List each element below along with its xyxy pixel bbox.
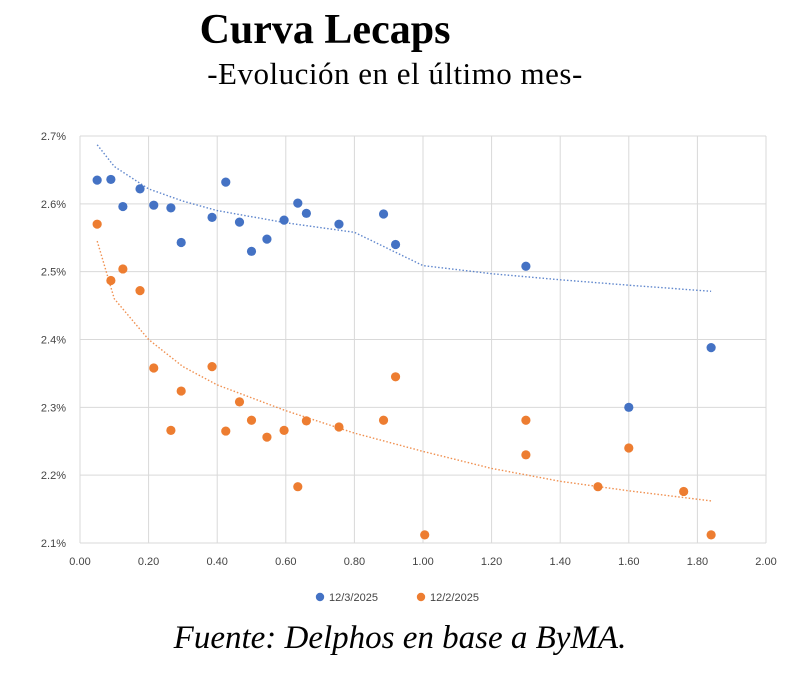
data-point-series-1 [334, 219, 344, 229]
data-point-series-1 [221, 177, 231, 187]
data-point-series-1 [521, 261, 531, 271]
trendline-series-1 [96, 144, 712, 292]
data-point-series-2 [92, 219, 102, 229]
data-point-series-1 [207, 212, 217, 222]
data-point-series-2 [706, 530, 716, 540]
data-point-series-2 [593, 482, 603, 492]
data-point-series-2 [118, 264, 128, 274]
data-point-series-1 [706, 343, 716, 353]
data-point-series-1 [246, 246, 257, 256]
y-tick-label: 2.4% [41, 335, 66, 347]
legend-label-series-1: 12/3/2025 [329, 592, 378, 604]
data-point-series-1 [135, 184, 145, 194]
data-point-series-1 [293, 198, 303, 208]
data-point-series-1 [624, 402, 634, 412]
legend-marker-series-2 [416, 592, 426, 602]
data-point-series-2 [207, 362, 217, 372]
data-point-series-2 [334, 422, 344, 432]
x-tick-label: 2.00 [755, 556, 776, 568]
data-point-series-1 [262, 234, 272, 244]
y-tick-label: 2.5% [41, 267, 66, 279]
y-tick-label: 2.7% [41, 131, 66, 143]
data-point-series-2 [420, 530, 430, 540]
x-tick-label: 0.80 [344, 556, 365, 568]
data-point-series-1 [234, 217, 245, 227]
data-point-series-1 [106, 174, 116, 185]
x-tick-label: 0.00 [69, 556, 90, 568]
data-point-series-2 [521, 450, 531, 460]
data-point-series-2 [234, 397, 245, 407]
data-point-series-1 [390, 239, 401, 250]
grid [79, 135, 767, 544]
data-point-series-2 [166, 425, 176, 435]
chart-title: Curva Lecaps [199, 7, 451, 53]
data-point-series-2 [301, 416, 311, 426]
data-point-series-2 [624, 443, 634, 453]
legend: 12/3/2025 12/2/2025 [315, 592, 479, 604]
y-tick-label: 2.2% [41, 470, 66, 482]
axes: 0.00 0.20 0.40 0.60 0.80 1.00 1.20 1.40 1.60 1.80… [41, 131, 777, 568]
x-tick-label: 1.20 [481, 556, 502, 568]
source-note: Fuente: Delphos en base a ByMA. [173, 620, 627, 656]
data-point-series-2 [246, 415, 257, 425]
data-point-series-2 [135, 286, 145, 296]
scatter-chart: 0.00 0.20 0.40 0.60 0.80 1.00 1.20 1.40 1.60 1.80… [41, 131, 777, 604]
data-points [92, 174, 716, 540]
data-point-series-2 [106, 275, 116, 286]
x-tick-label: 0.20 [138, 556, 159, 568]
data-point-series-2 [262, 432, 272, 442]
x-tick-label: 0.40 [206, 556, 227, 568]
chart-subtitle: -Evolución en el último mes- [207, 56, 583, 91]
x-tick-label: 1.60 [618, 556, 639, 568]
data-point-series-1 [279, 215, 289, 225]
x-tick-label: 1.00 [412, 556, 433, 568]
data-point-series-2 [176, 386, 186, 396]
trendline-series-2 [96, 240, 712, 502]
data-point-series-1 [378, 209, 389, 219]
data-point-series-1 [301, 208, 311, 218]
data-point-series-2 [378, 415, 389, 425]
data-point-series-1 [176, 237, 186, 248]
y-tick-label: 2.6% [41, 199, 66, 211]
data-point-series-2 [221, 426, 231, 436]
y-tick-label: 2.1% [41, 538, 66, 550]
x-tick-label: 0.60 [275, 556, 296, 568]
data-point-series-1 [149, 200, 159, 210]
data-point-series-2 [390, 372, 401, 382]
x-tick-label: 1.80 [687, 556, 708, 568]
data-point-series-2 [279, 425, 289, 435]
data-point-series-1 [118, 201, 128, 212]
trendlines [96, 144, 712, 502]
y-tick-label: 2.3% [41, 402, 66, 414]
legend-marker-series-1 [315, 592, 325, 602]
data-point-series-2 [149, 363, 159, 373]
x-tick-label: 1.40 [549, 556, 570, 568]
data-point-series-2 [521, 415, 531, 425]
data-point-series-2 [293, 482, 303, 492]
data-point-series-1 [166, 203, 176, 213]
data-point-series-1 [92, 175, 102, 185]
data-point-series-2 [679, 486, 689, 497]
legend-label-series-2: 12/2/2025 [430, 592, 479, 604]
